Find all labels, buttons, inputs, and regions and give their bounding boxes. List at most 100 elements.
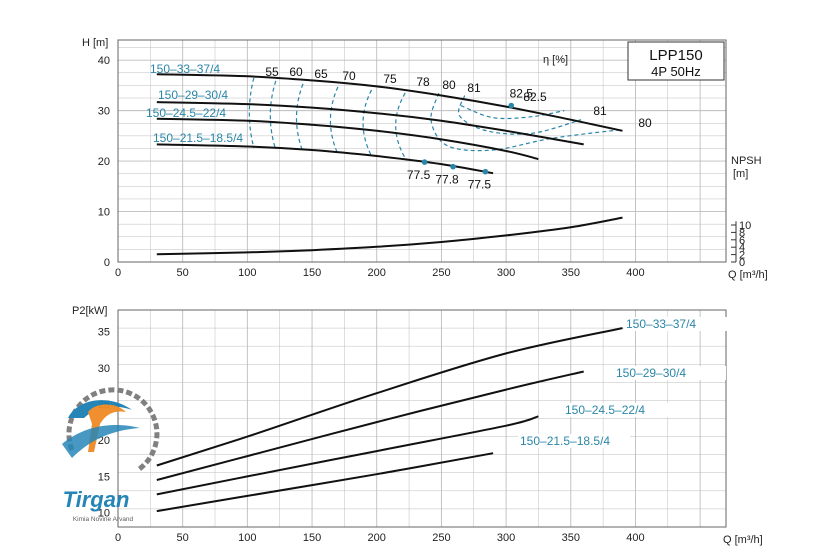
y-tick-label: 30 — [98, 363, 110, 375]
series-label-bg — [624, 317, 736, 331]
logo-subtext: Kimia Novine Arvand — [73, 516, 134, 523]
y-tick-label: 30 — [98, 106, 110, 118]
efficiency-label: 81 — [467, 81, 481, 95]
power-curve-line — [156, 327, 623, 467]
npsh-tick-label: 0 — [739, 257, 745, 269]
npsh-curve-line — [156, 216, 623, 256]
npsh-axis-unit: [m] — [733, 168, 748, 180]
x-tick-label: 200 — [368, 267, 386, 279]
y-tick-label: 15 — [98, 471, 110, 483]
efficiency-point — [482, 168, 489, 175]
efficiency-isoline — [430, 92, 620, 152]
series-label: 150–29–30/4 — [158, 88, 228, 102]
efficiency-isoline — [329, 86, 339, 155]
x-tick-label: 350 — [562, 532, 580, 544]
title-box — [627, 41, 725, 81]
npsh-tick-label: 6 — [739, 235, 745, 247]
efficiency-isoline — [248, 77, 255, 149]
y-tick-label: 35 — [98, 327, 110, 339]
y-axis-title: H [m] — [82, 37, 108, 49]
efficiency-isoline — [460, 105, 565, 120]
y-tick-label: 0 — [104, 257, 110, 269]
x-tick-label: 300 — [497, 267, 515, 279]
efficiency-label: 82.5 — [523, 90, 547, 104]
series-label-bg — [518, 434, 630, 448]
efficiency-label: 80 — [638, 116, 652, 130]
bottom-grid — [117, 309, 726, 528]
series-label: 150–24.5–22/4 — [565, 403, 645, 417]
logo-wave-icon — [68, 400, 132, 418]
npsh-tick-label: 4 — [739, 242, 745, 254]
company-logo: Tirgan Kimia Novine Arvand — [62, 387, 160, 523]
y-axis-title: P2[kW] — [72, 305, 107, 317]
efficiency-label: 80 — [442, 78, 456, 92]
head-curve-line — [156, 117, 539, 161]
efficiency-point-label: 77.5 — [407, 168, 431, 182]
npsh-axis-title: NPSH — [731, 155, 762, 167]
efficiency-label: 60 — [289, 65, 303, 79]
power-curves — [156, 327, 623, 513]
logo-text: Tirgan — [63, 487, 130, 512]
x-tick-label: 150 — [303, 267, 321, 279]
x-tick-label: 250 — [432, 267, 450, 279]
series-label: 150–33–37/4 — [150, 62, 220, 76]
x-tick-label: 200 — [368, 532, 386, 544]
series-label: 150–29–30/4 — [616, 366, 686, 380]
head-curves — [156, 73, 623, 175]
efficiency-label: 81 — [593, 104, 607, 118]
efficiency-point — [450, 163, 456, 170]
bottom-plot-frame — [117, 309, 727, 528]
series-label-bg — [614, 366, 726, 380]
power-curve-line — [156, 452, 494, 513]
y-tick-label: 20 — [98, 156, 110, 168]
head-curve-line — [156, 73, 623, 132]
x-tick-label: 100 — [238, 267, 256, 279]
efficiency-label: 65 — [314, 67, 328, 81]
gear-icon — [66, 387, 160, 473]
efficiency-label: 78 — [416, 75, 430, 89]
efficiency-isoline — [458, 95, 582, 135]
series-label: 150–33–37/4 — [626, 317, 696, 331]
efficiency-point-label: 82.5 — [510, 87, 534, 101]
x-tick-label: 400 — [626, 532, 644, 544]
efficiency-label: 70 — [342, 69, 356, 83]
head-curve-line — [156, 143, 494, 175]
efficiency-point-label: 77.5 — [468, 178, 492, 192]
efficiency-point — [421, 159, 428, 165]
logo-swoosh-icon — [62, 425, 140, 458]
x-tick-label: 350 — [562, 267, 580, 279]
series-label: 150–21.5–18.5/4 — [153, 131, 243, 145]
x-tick-label: 50 — [177, 532, 189, 544]
npsh-tick-label: 8 — [739, 227, 745, 239]
x-tick-label: 50 — [177, 267, 189, 279]
x-tick-label: 100 — [238, 532, 256, 544]
x-tick-label: 300 — [497, 532, 515, 544]
efficiency-isoline — [362, 89, 373, 157]
x-tick-label: 0 — [115, 532, 121, 544]
efficiency-point — [508, 102, 515, 109]
efficiency-axis-title: η [%] — [543, 54, 568, 66]
chart-subtitle: 4P 50Hz — [651, 64, 701, 79]
power-curve-line — [156, 415, 539, 496]
efficiency-isolines — [248, 77, 620, 159]
y-tick-label: 40 — [98, 55, 110, 67]
series-label-bg — [563, 403, 675, 417]
x-tick-label: 400 — [626, 267, 644, 279]
power-curve-line — [156, 370, 584, 481]
efficiency-point-label: 77.8 — [435, 173, 459, 187]
top-plot-frame — [117, 39, 727, 263]
npsh-tick-label: 10 — [739, 220, 751, 232]
x-tick-label: 0 — [115, 267, 121, 279]
x-tick-label: 250 — [432, 532, 450, 544]
npsh-tick-label: 2 — [739, 250, 745, 262]
x-axis-title: Q [m³/h] — [728, 269, 768, 281]
y-tick-label: 10 — [98, 508, 110, 520]
series-label: 150–24.5–22/4 — [146, 106, 226, 120]
y-tick-label: 20 — [98, 435, 110, 447]
x-axis-title: Q [m³/h] — [723, 534, 763, 546]
efficiency-isoline — [269, 80, 277, 151]
y-tick-label: 10 — [98, 207, 110, 219]
x-tick-label: 150 — [303, 532, 321, 544]
